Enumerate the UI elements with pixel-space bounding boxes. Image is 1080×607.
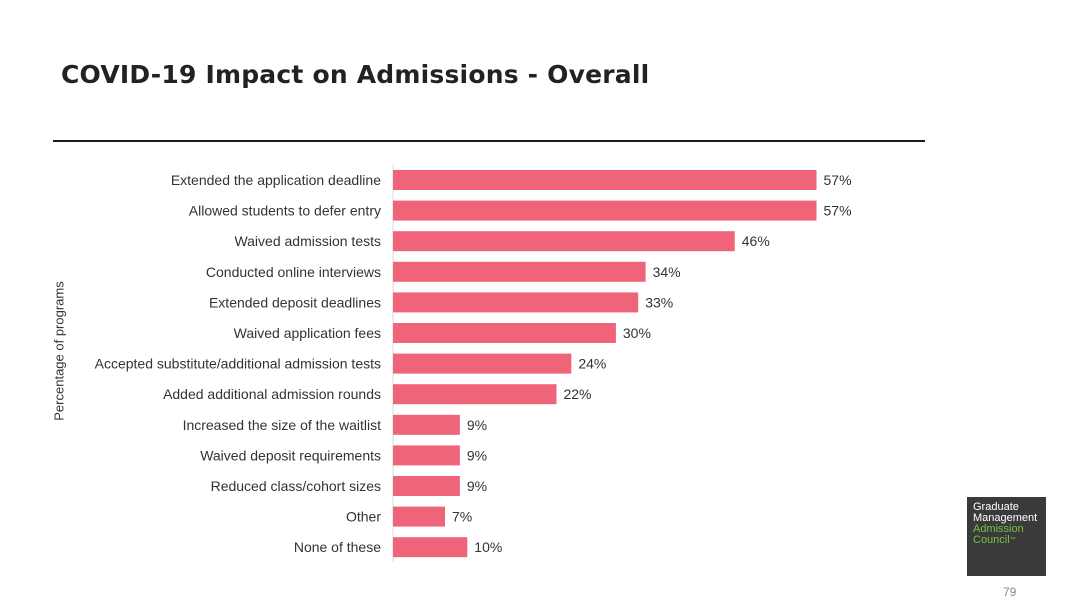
category-label: Waived application fees: [234, 325, 381, 341]
data-label: 10%: [474, 539, 502, 555]
logo-line-2: Management: [973, 512, 1038, 524]
bar: [393, 476, 460, 496]
category-label: Extended the application deadline: [171, 172, 381, 188]
category-label: Waived admission tests: [234, 233, 381, 249]
category-label: Other: [346, 509, 381, 525]
title-divider: [53, 140, 925, 142]
category-label: Added additional admission rounds: [163, 386, 381, 402]
category-label: Allowed students to defer entry: [189, 203, 381, 219]
data-label: 33%: [645, 294, 673, 310]
category-label: Reduced class/cohort sizes: [211, 478, 381, 494]
category-label: Conducted online interviews: [206, 264, 381, 280]
bar: [393, 231, 735, 252]
category-label: Waived deposit requirements: [200, 447, 381, 463]
bar: [393, 506, 446, 527]
data-label: 34%: [653, 264, 681, 280]
data-label: 57%: [824, 203, 852, 219]
slide-title: COVID-19 Impact on Admissions - Overall: [61, 60, 650, 89]
category-label: Accepted substitute/additional admission…: [95, 356, 381, 372]
data-label: 30%: [623, 325, 651, 341]
data-label: 9%: [467, 478, 487, 494]
category-label: Increased the size of the waitlist: [183, 417, 382, 433]
data-label: 57%: [824, 172, 852, 188]
page-number: 79: [1003, 585, 1017, 599]
logo-line-1: Graduate: [973, 501, 1019, 513]
bar: [393, 323, 616, 343]
data-label: 7%: [452, 509, 472, 525]
data-label: 9%: [467, 447, 487, 463]
data-label: 46%: [742, 233, 770, 249]
logo-line-4-text: Council: [973, 534, 1010, 546]
logo-line-4: Council™: [973, 535, 1016, 546]
category-label: None of these: [294, 539, 381, 555]
data-label: 22%: [563, 386, 591, 402]
gmac-logo: Graduate Management Admission Council™: [967, 497, 1046, 576]
bar: [393, 384, 557, 405]
data-label: 9%: [467, 417, 487, 433]
category-label: Extended deposit deadlines: [209, 294, 381, 310]
bar: [393, 292, 639, 313]
bar: [393, 170, 817, 190]
bar: [393, 353, 572, 374]
bar: [393, 445, 460, 466]
bar: [393, 261, 646, 282]
bar: [393, 200, 817, 221]
logo-line-3: Admission: [973, 523, 1024, 535]
logo-tm: ™: [1009, 537, 1016, 543]
bar: [393, 414, 460, 435]
data-label: 24%: [578, 356, 606, 372]
bar: [393, 537, 468, 558]
